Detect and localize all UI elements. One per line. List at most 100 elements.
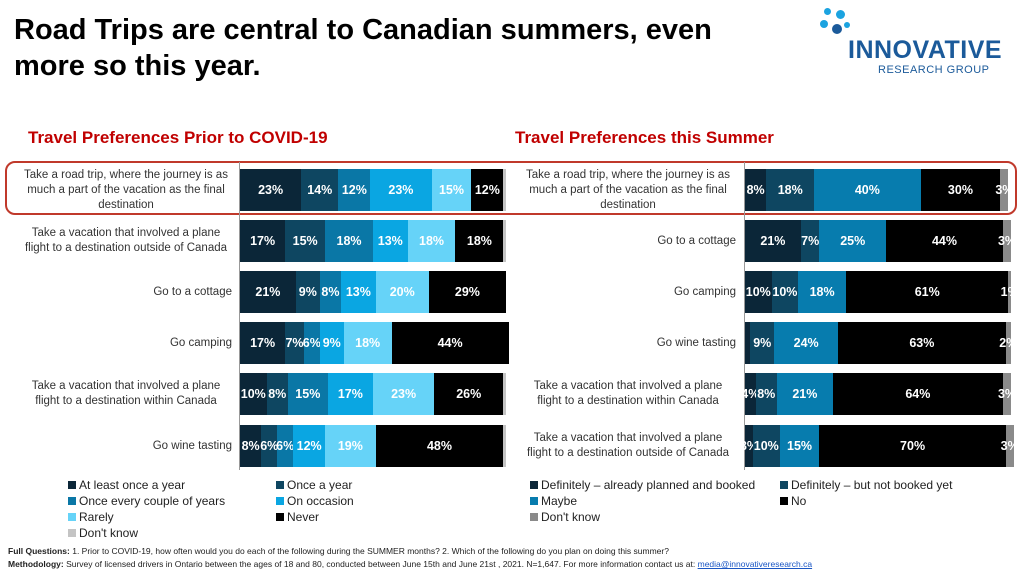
email-link[interactable]: media@innovativeresearch.ca bbox=[697, 559, 813, 569]
data-label: 10% bbox=[745, 285, 771, 299]
data-label: 29% bbox=[454, 285, 480, 299]
bar-segment: 15% bbox=[779, 425, 820, 467]
bar-segment: 25% bbox=[819, 220, 886, 262]
bar-segment: 40% bbox=[814, 169, 921, 211]
category-label: Go camping bbox=[20, 318, 232, 368]
category-label: Take a vacation that involved a plane fl… bbox=[20, 369, 232, 419]
bar-segment: 1% bbox=[1001, 271, 1019, 313]
bar-segment: 15% bbox=[287, 373, 328, 415]
data-label: 18% bbox=[809, 285, 835, 299]
bar-segment: 24% bbox=[774, 322, 839, 364]
logo-name: INNOVATIVE bbox=[848, 36, 1003, 64]
bar-segment: 61% bbox=[846, 271, 1009, 313]
data-label: 7% bbox=[285, 336, 304, 350]
bar-segment: 21% bbox=[745, 220, 801, 262]
category-text: Go camping bbox=[673, 285, 736, 298]
data-label: 23% bbox=[258, 183, 284, 197]
full-questions-text: 1. Prior to COVID-19, how often would yo… bbox=[69, 546, 669, 556]
category-text: Take a road trip, where the journey is a… bbox=[526, 168, 730, 211]
bar-segment: 26% bbox=[434, 373, 504, 415]
category-label: Take a vacation that involved a plane fl… bbox=[520, 369, 736, 419]
legend-item: Rarely bbox=[68, 510, 114, 524]
logo-dot bbox=[836, 10, 845, 19]
bar-segment: 8% bbox=[755, 373, 777, 415]
legend-swatch bbox=[276, 513, 284, 521]
data-label: 8% bbox=[757, 387, 776, 401]
legend-swatch bbox=[276, 497, 284, 505]
data-label: 10% bbox=[753, 439, 779, 453]
bar-segment: 20% bbox=[375, 271, 429, 313]
data-label: 21% bbox=[792, 387, 818, 401]
bar-segment: 18% bbox=[325, 220, 373, 262]
data-label: 15% bbox=[787, 439, 813, 453]
bar-segment: 63% bbox=[838, 322, 1006, 364]
legend-label: Don't know bbox=[541, 510, 600, 524]
full-questions: Full Questions: 1. Prior to COVID-19, ho… bbox=[8, 546, 669, 556]
left-chart-title: Travel Preferences Prior to COVID-19 bbox=[28, 128, 328, 147]
data-label: 8% bbox=[321, 285, 340, 299]
legend-label: On occasion bbox=[287, 494, 354, 508]
data-label: 3% bbox=[997, 234, 1017, 248]
logo-dot bbox=[832, 24, 842, 34]
data-label: 20% bbox=[389, 285, 415, 299]
data-label: 8% bbox=[746, 183, 765, 197]
data-label: 2% bbox=[999, 336, 1018, 350]
data-label: 26% bbox=[456, 387, 482, 401]
legend-label: Maybe bbox=[541, 494, 578, 508]
axis-line bbox=[744, 162, 745, 470]
bar-segment: 12% bbox=[338, 169, 371, 211]
methodology-label: Methodology: bbox=[8, 559, 64, 569]
category-text: Take a vacation that involved a plane fl… bbox=[24, 227, 228, 254]
legend-item: Definitely – but not booked yet bbox=[780, 478, 952, 492]
data-label: 15% bbox=[292, 234, 318, 248]
bar-segment: 2% bbox=[999, 322, 1017, 364]
bar-segment: 6% bbox=[276, 425, 294, 467]
data-label: 21% bbox=[255, 285, 281, 299]
data-label: 7% bbox=[801, 234, 820, 248]
legend-swatch bbox=[68, 529, 76, 537]
data-label: 3% bbox=[997, 387, 1017, 401]
logo-dot bbox=[820, 20, 828, 28]
bar-segment: 70% bbox=[819, 425, 1006, 467]
category-label: Go wine tasting bbox=[20, 421, 232, 471]
category-text: Take a vacation that involved a plane fl… bbox=[526, 432, 730, 459]
bar-segment bbox=[503, 220, 506, 262]
category-label: Take a vacation that involved a plane fl… bbox=[520, 421, 736, 471]
legend-swatch bbox=[276, 481, 284, 489]
data-label: 18% bbox=[355, 336, 381, 350]
legend-item: Don't know bbox=[530, 510, 600, 524]
data-label: 17% bbox=[337, 387, 363, 401]
legend-label: Definitely – already planned and booked bbox=[541, 478, 756, 492]
bar-segment: 8% bbox=[266, 373, 288, 415]
data-label: 44% bbox=[437, 336, 463, 350]
category-text: Go wine tasting bbox=[152, 439, 232, 452]
data-label: 23% bbox=[388, 183, 414, 197]
legend-label: Don't know bbox=[79, 526, 138, 540]
bar-segment: 14% bbox=[301, 169, 339, 211]
bar-segment: 12% bbox=[471, 169, 504, 211]
highlight-box bbox=[5, 161, 1017, 215]
logo: INNOVATIVE RESEARCH GROUP bbox=[818, 8, 1008, 78]
bar-segment: 3% bbox=[995, 169, 1013, 211]
data-label: 48% bbox=[426, 439, 452, 453]
methodology: Methodology: Survey of licensed drivers … bbox=[8, 559, 812, 569]
bar-segment: 3% bbox=[998, 220, 1016, 262]
data-label: 13% bbox=[345, 285, 371, 299]
data-label: 17% bbox=[250, 336, 276, 350]
bar-segment: 9% bbox=[750, 322, 775, 364]
bar-segment: 7% bbox=[800, 220, 820, 262]
category-text: Go camping bbox=[169, 336, 232, 349]
data-label: 70% bbox=[900, 439, 926, 453]
bar-segment: 7% bbox=[285, 322, 304, 364]
data-label: 64% bbox=[905, 387, 931, 401]
legend-item: Definitely – already planned and booked bbox=[530, 478, 755, 492]
bar-segment: 10% bbox=[752, 425, 780, 467]
legend-item: Never bbox=[276, 510, 319, 524]
data-label: 9% bbox=[753, 336, 772, 350]
bar-segment: 3% bbox=[1001, 425, 1019, 467]
category-text: Go to a cottage bbox=[657, 234, 736, 247]
bar-segment: 44% bbox=[885, 220, 1003, 262]
bar-segment: 9% bbox=[295, 271, 320, 313]
data-label: 18% bbox=[777, 183, 803, 197]
category-text: Take a vacation that involved a plane fl… bbox=[31, 380, 221, 407]
